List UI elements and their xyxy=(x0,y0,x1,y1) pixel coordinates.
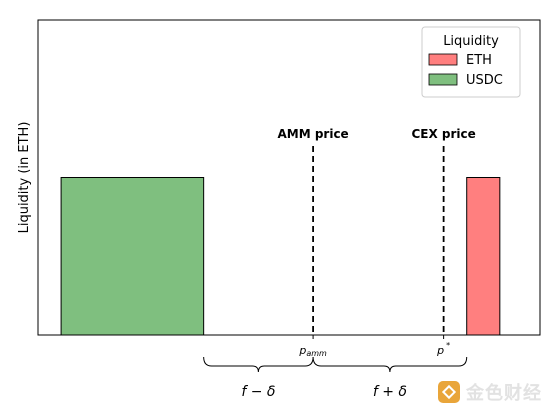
legend-title: Liquidity xyxy=(443,34,499,49)
legend-label-eth: ETH xyxy=(466,53,492,68)
watermark: 金色财经 xyxy=(438,379,542,405)
reference-label-0: AMM price xyxy=(277,127,348,141)
x-tick-label-0: pamm xyxy=(298,344,327,358)
bar-usdc-0 xyxy=(60,177,205,336)
y-axis-label: Liquidity (in ETH) xyxy=(17,122,32,234)
legend-swatch-usdc xyxy=(428,73,458,86)
brace-1 xyxy=(312,356,468,373)
watermark-text: 金色财经 xyxy=(466,383,542,404)
brace-label-1: f + δ xyxy=(373,384,407,400)
reference-label-1: CEX price xyxy=(411,127,475,141)
x-tick-label-1: p * xyxy=(436,341,450,357)
legend-swatch-eth xyxy=(428,53,458,66)
bar-eth-0 xyxy=(466,177,501,336)
plot-frame xyxy=(37,19,541,336)
legend: Liquidity ETH USDC xyxy=(421,26,521,98)
brace-label-0: f − δ xyxy=(241,384,275,400)
brace-0 xyxy=(203,356,314,373)
watermark-logo-icon xyxy=(438,381,460,403)
legend-label-usdc: USDC xyxy=(466,73,503,88)
